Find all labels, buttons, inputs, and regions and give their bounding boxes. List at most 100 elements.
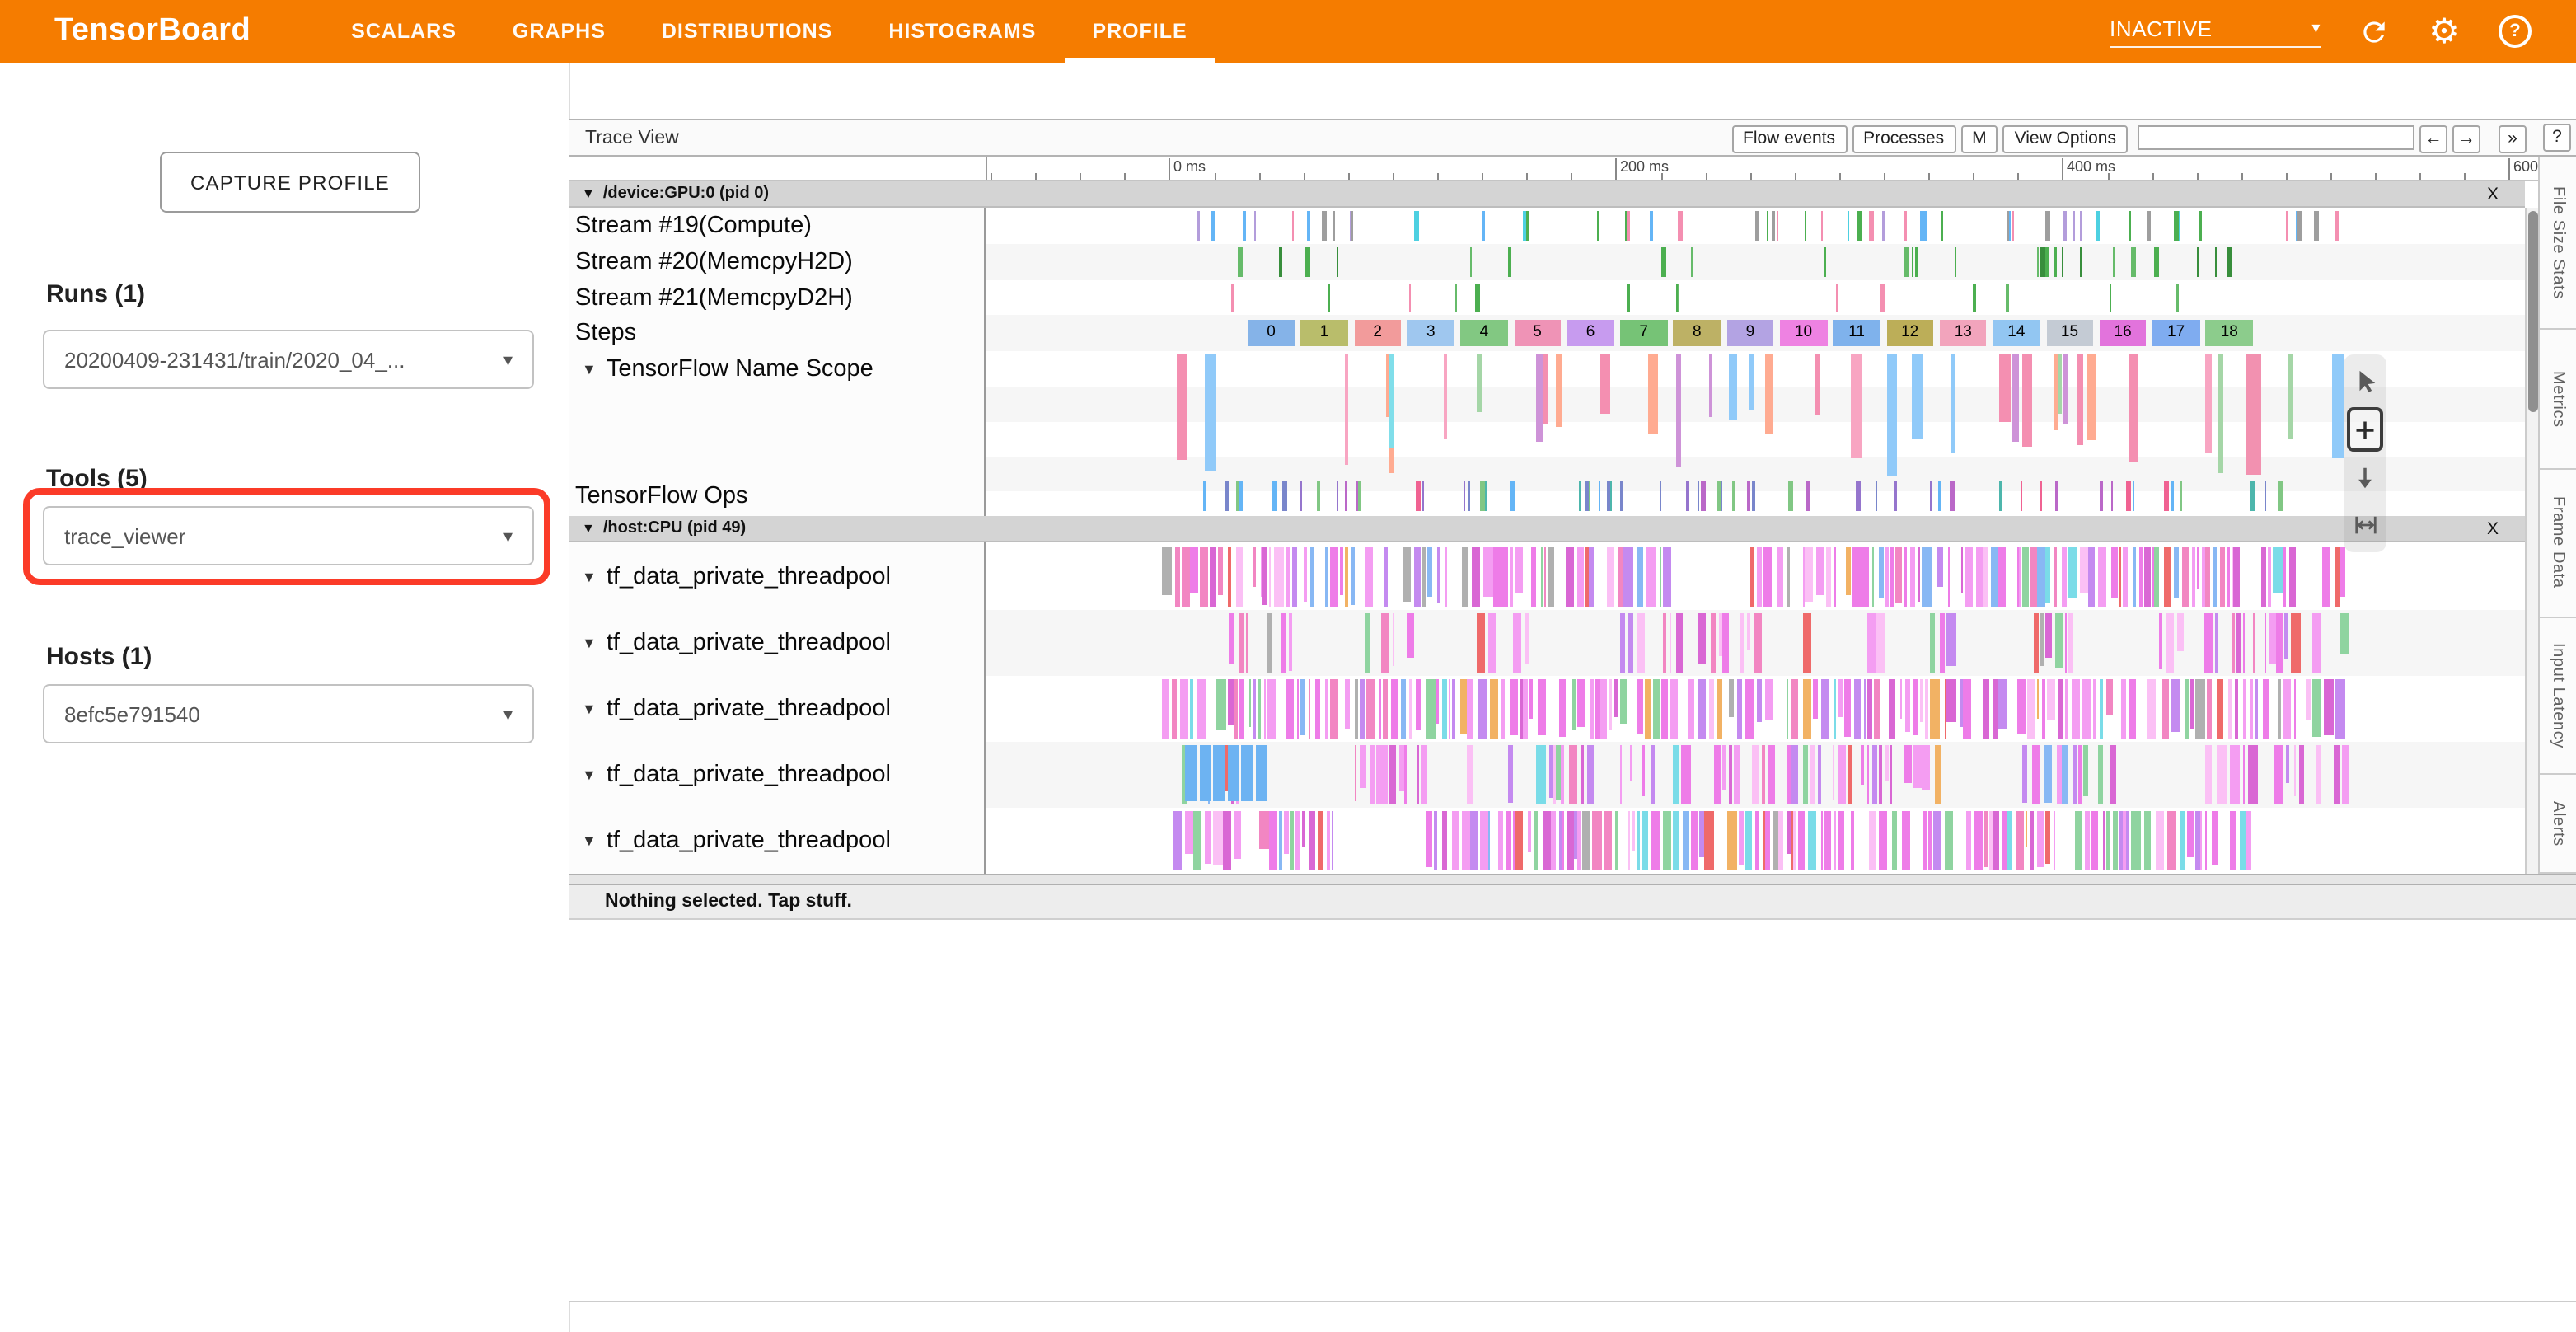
trace-event[interactable]: [2284, 613, 2288, 659]
trace-event[interactable]: [1565, 547, 1574, 607]
trace-event[interactable]: [2119, 811, 2123, 870]
trace-event[interactable]: [2278, 481, 2283, 511]
trace-event[interactable]: [2012, 211, 2015, 241]
trace-event[interactable]: [2313, 211, 2319, 241]
trace-event[interactable]: [2254, 679, 2259, 739]
trace-event[interactable]: [2278, 679, 2281, 739]
trace-event[interactable]: [1567, 811, 1574, 870]
trace-event[interactable]: [1681, 745, 1691, 804]
trace-event[interactable]: [1269, 547, 1272, 607]
trace-event[interactable]: [2164, 547, 2171, 607]
trace-event[interactable]: [1872, 745, 1878, 804]
trace-event[interactable]: [2110, 745, 2116, 804]
trace-event[interactable]: [2036, 679, 2040, 719]
trace-event[interactable]: [1608, 679, 1613, 731]
trace-event[interactable]: [1709, 679, 1714, 739]
trace-event[interactable]: [1946, 679, 1957, 722]
trace-event[interactable]: [2036, 247, 2040, 277]
trace-event[interactable]: [1540, 547, 1543, 607]
trace-event[interactable]: [1442, 811, 1447, 870]
trace-event[interactable]: [1982, 547, 1988, 607]
trace-event[interactable]: [2130, 247, 2136, 277]
trace-event[interactable]: [1213, 811, 1223, 865]
trace-event[interactable]: [2016, 679, 2026, 734]
trace-event[interactable]: [1524, 613, 1529, 664]
trace-event[interactable]: [1871, 547, 1875, 607]
trace-event[interactable]: [1295, 811, 1301, 870]
trace-event[interactable]: [2227, 679, 2232, 739]
trace-event[interactable]: [1408, 679, 1412, 739]
trace-event[interactable]: [1300, 679, 1306, 735]
trace-event[interactable]: [1837, 811, 1844, 870]
trace-event[interactable]: [2132, 481, 2135, 511]
trace-event[interactable]: [1747, 481, 1750, 511]
trace-event[interactable]: [1469, 247, 1473, 277]
trace-event[interactable]: [2110, 481, 2114, 511]
trace-event[interactable]: [1304, 247, 1310, 277]
trace-event[interactable]: [1252, 679, 1256, 739]
trace-event[interactable]: [1838, 745, 1846, 804]
trace-event[interactable]: [1536, 745, 1546, 804]
step-block[interactable]: 18: [2205, 320, 2253, 346]
trace-event[interactable]: [1988, 811, 1993, 870]
trace-event[interactable]: [1677, 211, 1683, 241]
trace-event[interactable]: [1930, 613, 1936, 673]
trace-event[interactable]: [1355, 679, 1358, 739]
trace-event[interactable]: [2231, 547, 2234, 607]
trace-event[interactable]: [2143, 811, 2152, 870]
step-block[interactable]: 7: [1620, 320, 1668, 346]
tab-distributions[interactable]: DISTRIBUTIONS: [661, 20, 833, 43]
trace-event[interactable]: [2031, 745, 2040, 804]
trace-event[interactable]: [1553, 745, 1557, 804]
trace-event[interactable]: [1903, 247, 1909, 277]
trace-event[interactable]: [1807, 481, 1810, 511]
trace-event[interactable]: [2061, 247, 2064, 277]
trace-event[interactable]: [2026, 679, 2036, 739]
trace-event[interactable]: [2019, 547, 2021, 607]
trace-event[interactable]: [1209, 547, 1216, 607]
trace-event[interactable]: [1234, 811, 1242, 859]
zoom-tool-icon[interactable]: [2347, 455, 2383, 500]
trace-event[interactable]: [1632, 811, 1635, 851]
trace-event[interactable]: [1197, 679, 1206, 739]
trace-event[interactable]: [1888, 679, 1895, 739]
fast-forward-button[interactable]: »: [2499, 125, 2527, 153]
trace-event[interactable]: [1285, 547, 1290, 607]
trace-event[interactable]: [1936, 547, 1944, 587]
step-block[interactable]: 15: [2046, 320, 2093, 346]
trace-event[interactable]: [2034, 613, 2039, 673]
trace-event[interactable]: [1947, 547, 1951, 607]
trace-event[interactable]: [2177, 211, 2180, 241]
trace-event[interactable]: [2102, 811, 2105, 870]
trace-event[interactable]: [1543, 547, 1546, 607]
trace-event[interactable]: [2229, 745, 2239, 804]
trace-event[interactable]: [2321, 547, 2331, 607]
trace-event[interactable]: [1228, 679, 1234, 725]
trace-event[interactable]: [1260, 547, 1262, 597]
trace-event[interactable]: [2030, 547, 2037, 607]
trace-event[interactable]: [2077, 745, 2081, 804]
trace-event[interactable]: [1336, 247, 1339, 277]
trace-event[interactable]: [1300, 481, 1303, 511]
trace-event[interactable]: [1526, 211, 1529, 241]
trace-event[interactable]: [1307, 211, 1310, 241]
trace-event[interactable]: [1581, 811, 1590, 870]
trace-event[interactable]: [1434, 811, 1438, 870]
capture-profile-button[interactable]: CAPTURE PROFILE: [160, 152, 420, 213]
trace-event[interactable]: [2064, 613, 2067, 673]
trace-event[interactable]: [1776, 211, 1779, 241]
trace-event[interactable]: [1818, 745, 1822, 804]
trace-event[interactable]: [1193, 811, 1201, 870]
trace-event[interactable]: [1436, 547, 1441, 604]
trace-event[interactable]: [2269, 613, 2276, 665]
trace-event[interactable]: [1392, 613, 1395, 667]
trace-event[interactable]: [2017, 547, 2020, 607]
trace-event[interactable]: [1508, 247, 1511, 277]
trace-event[interactable]: [1879, 811, 1888, 870]
trace-event[interactable]: [1216, 679, 1226, 731]
trace-event[interactable]: [1586, 745, 1594, 804]
trace-event[interactable]: [1510, 481, 1515, 511]
trace-event[interactable]: [2105, 679, 2113, 716]
trace-event[interactable]: [1944, 679, 1947, 739]
trace-event[interactable]: [1999, 481, 2002, 511]
